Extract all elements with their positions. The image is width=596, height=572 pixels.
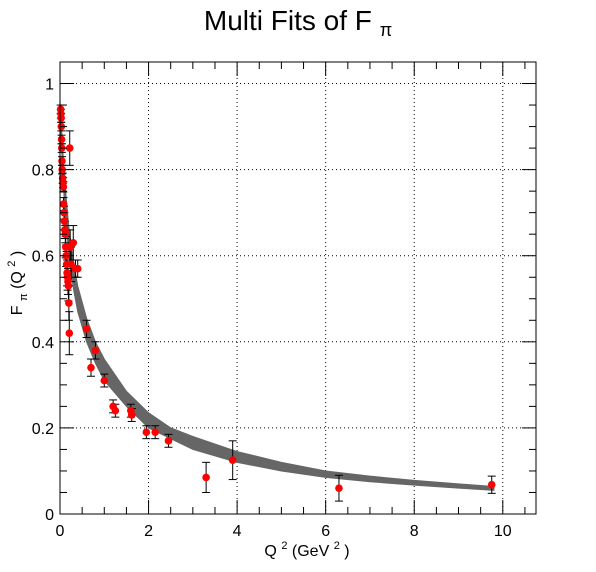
chart-title-subscript: π (380, 20, 392, 40)
data-point-40 (151, 428, 159, 437)
data-point-13 (60, 217, 69, 226)
data-point-2 (57, 114, 65, 122)
data-point-6 (58, 157, 66, 165)
y-axis-title: F π (Q 2 ) (2, 251, 31, 315)
y-axis-ticks: 0 0.2 0.4 0.6 0.8 1 (32, 61, 536, 524)
data-points-layer (56, 105, 496, 492)
x-axis-title-post: ) (344, 543, 349, 560)
plot-frame (59, 61, 537, 515)
data-point-11 (59, 200, 68, 208)
data-point-31 (82, 325, 91, 333)
x-tick-label-3: 6 (321, 523, 330, 540)
data-point-32 (87, 363, 95, 372)
chart-title: Multi Fits of F π (204, 5, 392, 40)
grid-layer (59, 62, 536, 515)
data-point-30 (73, 264, 82, 273)
y-tick-label-5: 1 (45, 77, 54, 94)
data-point-45 (487, 480, 496, 489)
x-axis-ticks: 0 2 4 6 8 10 (56, 62, 526, 540)
y-axis-title-pre: F (9, 305, 26, 315)
data-point-38 (127, 411, 136, 419)
data-point-24 (65, 329, 74, 338)
y-tick-label-2: 0.4 (32, 335, 54, 352)
chart-title-main: Multi Fits of F (204, 5, 372, 36)
x-tick-label-0: 0 (56, 523, 65, 540)
chart-title-group: Multi Fits of F π (204, 5, 392, 40)
data-point-4 (57, 135, 66, 144)
x-axis-title-pre: Q (264, 543, 276, 560)
y-axis-title-sub: π (18, 293, 30, 301)
data-point-41 (164, 437, 173, 445)
fit-band (59, 100, 495, 491)
data-point-28 (69, 239, 78, 247)
x-axis-title-sup2: 2 (334, 540, 340, 552)
x-axis-title-sup: 2 (281, 540, 287, 552)
y-axis-title-post: ) (9, 251, 26, 256)
x-tick-label-5: 10 (494, 523, 512, 540)
data-point-23 (65, 299, 73, 307)
y-axis-title-mid: (Q (9, 271, 26, 289)
errorbar-layer (56, 104, 496, 502)
data-point-25 (65, 144, 74, 152)
y-tick-label-1: 0.2 (32, 421, 54, 438)
x-tick-label-1: 2 (144, 523, 153, 540)
data-point-39 (142, 428, 151, 437)
x-tick-label-2: 4 (233, 523, 242, 540)
y-tick-label-4: 0.8 (32, 163, 54, 180)
x-axis-title-mid: (GeV (292, 543, 330, 560)
data-point-43 (228, 456, 237, 464)
data-point-22 (64, 282, 73, 290)
y-tick-label-0: 0 (45, 507, 54, 524)
data-point-10 (59, 183, 68, 191)
y-axis-title-sup: 2 (6, 261, 18, 267)
x-tick-label-4: 8 (410, 523, 419, 540)
x-axis-title: Q 2 (GeV 2 ) (264, 536, 349, 560)
data-point-44 (335, 484, 343, 492)
data-point-42 (202, 473, 210, 482)
y-tick-label-3: 0.6 (32, 249, 54, 266)
data-point-34 (100, 376, 109, 385)
data-point-33 (91, 346, 100, 355)
data-point-36 (111, 406, 120, 415)
plot-frame-layer (59, 61, 537, 515)
fit-band-layer (59, 100, 495, 491)
